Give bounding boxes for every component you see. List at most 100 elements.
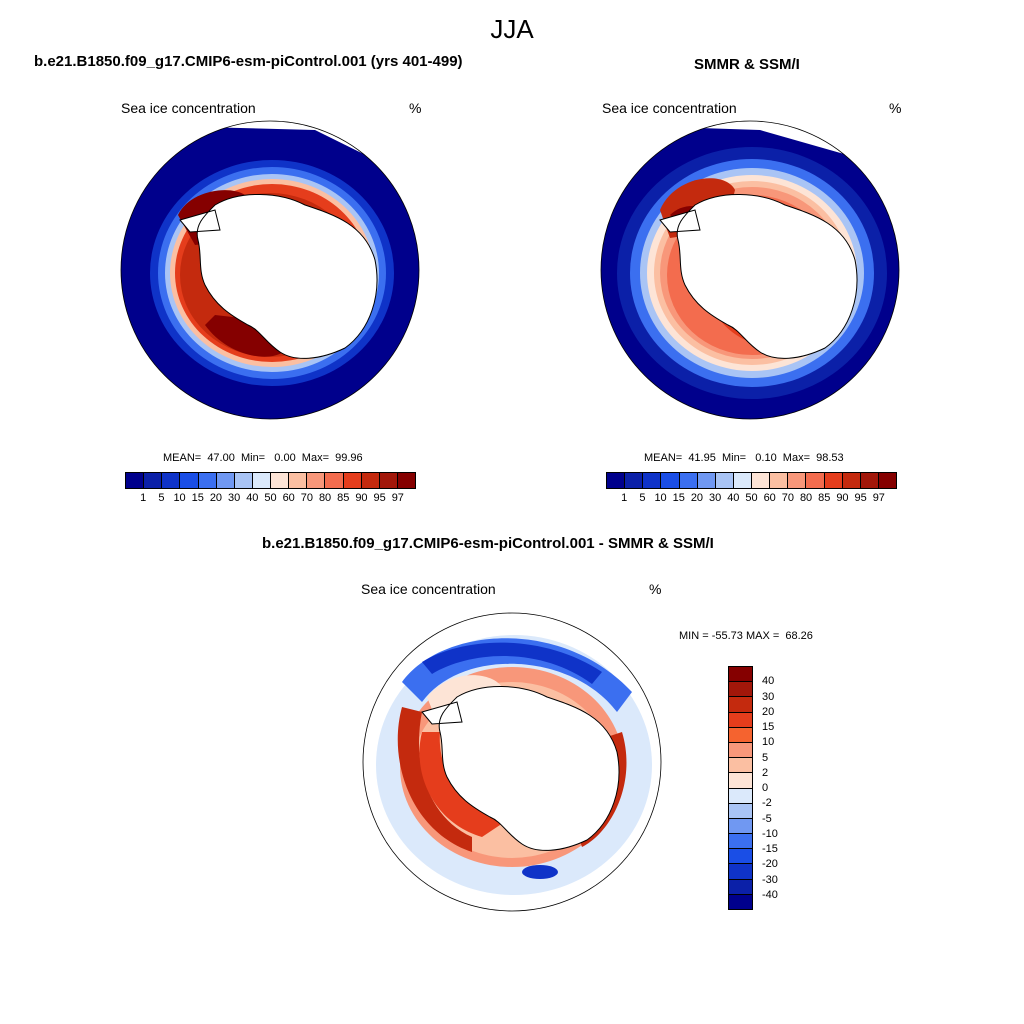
colorbar-swatch (729, 818, 752, 835)
colorbar-tick-label: 97 (391, 492, 404, 504)
colorbar-swatch (860, 473, 879, 488)
polar-map-diff (362, 612, 662, 912)
colorbar-swatch (729, 864, 752, 880)
colorbar-tick-label: 90 (836, 492, 849, 504)
antarctica-outline-obs (659, 194, 858, 359)
colorbar-swatch (729, 894, 752, 909)
panel-stats-model: MEAN= 47.00 Min= 0.00 Max= 99.96 (163, 452, 363, 464)
colorbar-swatch (661, 473, 680, 488)
colorbar-tick-label: 85 (337, 492, 350, 504)
colorbar-swatch (607, 473, 626, 488)
colorbar-swatch (770, 473, 789, 488)
colorbar-swatch (729, 879, 752, 895)
colorbar-tick-label: 5 (639, 492, 646, 504)
colorbar-swatch (325, 473, 344, 488)
colorbar-swatch (643, 473, 662, 488)
colorbar-swatch (625, 473, 644, 488)
antarctica-outline-diff (421, 686, 620, 851)
colorbar-model (125, 472, 416, 489)
colorbar-ticks-model: 1 5 10 15 20 30 40 50 60 70 80 85 90 95 97 (125, 492, 416, 506)
colorbar-tick-label: 90 (355, 492, 368, 504)
colorbar-swatch (180, 473, 199, 488)
colorbar-swatch (729, 788, 752, 804)
colorbar-swatch (289, 473, 308, 488)
colorbar-obs (606, 472, 897, 489)
colorbar-swatch (729, 697, 752, 713)
colorbar-tick-label: 10 (762, 736, 775, 749)
panel-title-obs: SMMR & SSM/I (694, 56, 800, 73)
colorbar-tick-label: -40 (762, 888, 778, 901)
colorbar-tick-label: 60 (282, 492, 295, 504)
colorbar-tick-label: 10 (173, 492, 186, 504)
colorbar-swatch (198, 473, 217, 488)
figure-title: JJA (490, 14, 534, 44)
colorbar-tick-label: -20 (762, 858, 778, 871)
colorbar-tick-label: 40 (246, 492, 259, 504)
panel-title-diff: b.e21.B1850.f09_g17.CMIP6-esm-piControl.… (262, 535, 714, 552)
colorbar-tick-label: -15 (762, 843, 778, 855)
colorbar-tick-label: 5 (762, 751, 769, 764)
colorbar-swatch (216, 473, 235, 488)
colorbar-swatch (729, 742, 752, 759)
polar-map-obs (600, 120, 900, 420)
colorbar-tick-label: 0 (762, 782, 769, 794)
colorbar-swatch (878, 473, 896, 488)
colorbar-tick-label: 50 (745, 492, 758, 504)
colorbar-tick-label: -2 (762, 797, 772, 810)
colorbar-tick-label: 95 (854, 492, 867, 504)
colorbar-tick-label: 50 (264, 492, 277, 504)
colorbar-tick-label: 30 (709, 492, 722, 504)
colorbar-swatch (252, 473, 271, 488)
colorbar-swatch (379, 473, 398, 488)
colorbar-tick-label: 15 (191, 492, 204, 504)
polar-map-model (120, 120, 420, 420)
colorbar-tick-label: 60 (763, 492, 776, 504)
colorbar-tick-label: -30 (762, 873, 778, 886)
colorbar-swatch (729, 758, 752, 774)
colorbar-swatch (361, 473, 380, 488)
colorbar-tick-label: 80 (318, 492, 332, 504)
colorbar-tick-label: 40 (727, 492, 740, 504)
colorbar-swatch (162, 473, 181, 488)
colorbar-swatch (729, 773, 752, 789)
colorbar-tick-label: 40 (762, 675, 775, 688)
colorbar-swatch (729, 712, 752, 728)
colorbar-tick-label: 20 (209, 492, 223, 504)
colorbar-tick-label: 80 (799, 492, 813, 504)
unit-label-model: % (409, 100, 422, 116)
colorbar-tick-label: 70 (781, 492, 794, 504)
colorbar-tick-label: 20 (690, 492, 704, 504)
colorbar-swatch (729, 667, 752, 683)
colorbar-swatch (729, 834, 752, 850)
colorbar-tick-label: 1 (621, 492, 628, 504)
colorbar-swatch (729, 727, 752, 743)
colorbar-swatch (679, 473, 698, 488)
colorbar-tick-label: 20 (762, 705, 775, 718)
colorbar-tick-label: 15 (672, 492, 685, 504)
colorbar-ticks-diff: 40 30 20 15 10 5 2 0 -2 -5 -10 -15 -20 -30 -40 (762, 666, 802, 910)
panel-title-model: b.e21.B1850.f09_g17.CMIP6-esm-piControl.… (34, 53, 463, 70)
colorbar-tick-label: 95 (373, 492, 386, 504)
colorbar-diff (728, 666, 753, 910)
colorbar-tick-label: 30 (228, 492, 241, 504)
colorbar-tick-label: 30 (762, 690, 775, 703)
colorbar-swatch (729, 803, 752, 819)
variable-label-diff: Sea ice concentration (361, 581, 496, 597)
colorbar-swatch (144, 473, 163, 488)
colorbar-swatch (788, 473, 807, 488)
colorbar-tick-label: 10 (654, 492, 667, 504)
colorbar-tick-label: 97 (872, 492, 885, 504)
colorbar-swatch (697, 473, 716, 488)
colorbar-tick-label: 15 (762, 721, 775, 733)
colorbar-ticks-obs: 1 5 10 15 20 30 40 50 60 70 80 85 90 95 97 (606, 492, 897, 506)
colorbar-swatch (729, 849, 752, 865)
colorbar-tick-label: -5 (762, 812, 772, 825)
colorbar-tick-label: -10 (762, 827, 778, 840)
antarctica-outline-model (179, 194, 378, 359)
colorbar-swatch (126, 473, 145, 488)
unit-label-obs: % (889, 100, 902, 116)
colorbar-swatch (343, 473, 362, 488)
colorbar-swatch (729, 682, 752, 698)
variable-label-obs: Sea ice concentration (602, 100, 737, 116)
colorbar-swatch (842, 473, 861, 488)
